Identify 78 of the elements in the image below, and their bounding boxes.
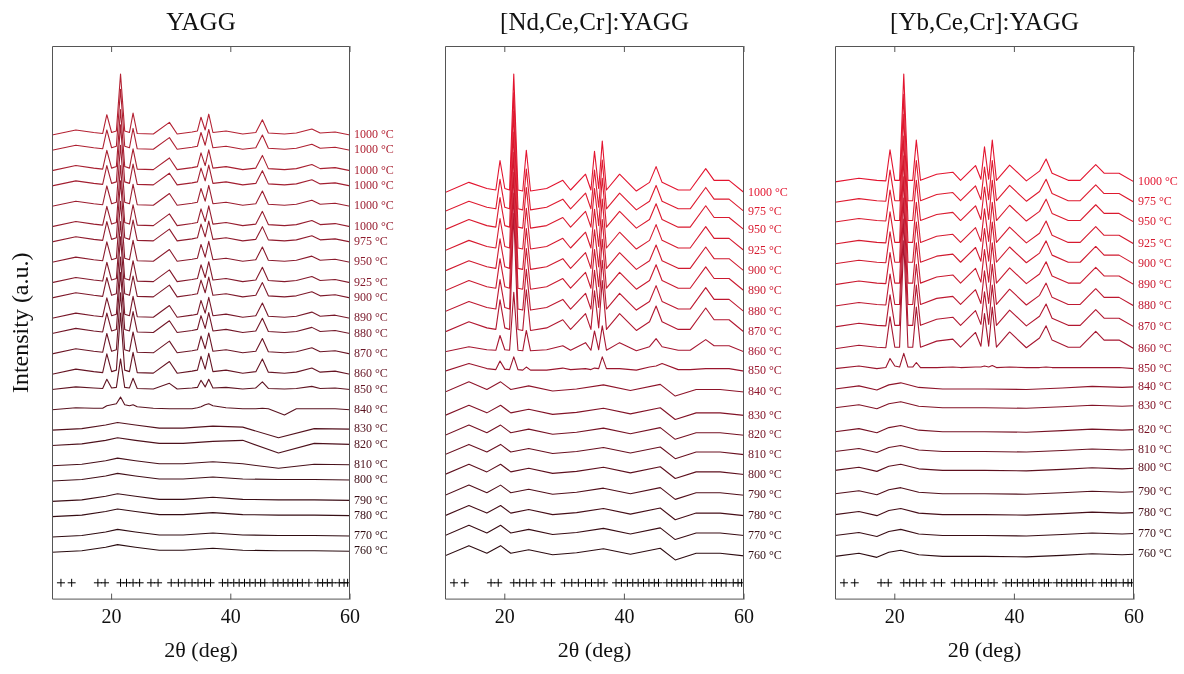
series-label: 975 °C <box>748 203 782 218</box>
series-label: 870 °C <box>748 324 782 339</box>
series-label: 790 °C <box>354 492 388 507</box>
series-label: 870 °C <box>354 345 388 360</box>
series-label: 780 °C <box>354 507 388 522</box>
series-label: 830 °C <box>1138 397 1172 412</box>
series-label: 850 °C <box>1138 360 1172 375</box>
series-label: 760 °C <box>354 543 388 558</box>
chart-title: [Yb,Ce,Cr]:YAGG <box>890 7 1079 35</box>
chart-title: [Nd,Ce,Cr]:YAGG <box>500 7 689 35</box>
series-label: 950 °C <box>354 254 388 269</box>
x-tick-label: 60 <box>734 604 754 627</box>
series-label: 850 °C <box>354 381 388 396</box>
series-label: 770 °C <box>1138 525 1172 540</box>
series-label: 790 °C <box>748 487 782 502</box>
series-label: 860 °C <box>354 366 388 381</box>
series-label: 760 °C <box>748 548 782 562</box>
x-tick-label: 40 <box>614 604 635 627</box>
x-tick-label: 20 <box>884 604 905 627</box>
series-label: 1000 °C <box>354 142 394 157</box>
series-label: 830 °C <box>354 421 388 436</box>
chart-title: YAGG <box>166 7 236 35</box>
series-label: 890 °C <box>1138 276 1172 291</box>
x-tick-label: 20 <box>494 604 515 627</box>
series-label: 900 °C <box>1138 255 1172 270</box>
series-label: 880 °C <box>354 325 388 340</box>
x-tick-label: 20 <box>101 604 122 627</box>
series-label: 880 °C <box>748 303 782 318</box>
series-label: 860 °C <box>1138 340 1172 355</box>
x-axis-title: 2θ (deg) <box>947 636 1022 662</box>
series-label: 950 °C <box>1138 214 1172 229</box>
series-label: 890 °C <box>354 310 388 325</box>
x-tick-label: 60 <box>1124 604 1144 627</box>
series-label: 800 °C <box>748 466 782 481</box>
series-label: 760 °C <box>1138 546 1172 561</box>
x-tick-label: 40 <box>220 604 241 627</box>
series-label: 770 °C <box>354 528 388 543</box>
series-label: 820 °C <box>354 436 388 451</box>
series-label: 800 °C <box>1138 460 1172 475</box>
series-label: 1000 °C <box>354 198 394 213</box>
series-label: 890 °C <box>748 282 782 297</box>
x-axis-title: 2θ (deg) <box>557 636 632 662</box>
series-label: 810 °C <box>354 456 388 471</box>
series-label: 975 °C <box>354 234 388 249</box>
series-label: 800 °C <box>354 472 388 487</box>
series-label: 830 °C <box>748 407 782 422</box>
series-label: 1000 °C <box>354 218 394 233</box>
series-label: 820 °C <box>748 427 782 442</box>
series-label: 790 °C <box>1138 483 1172 498</box>
series-label: 925 °C <box>1138 236 1172 251</box>
series-label: 950 °C <box>748 221 782 236</box>
series-label: 1000 °C <box>354 178 394 193</box>
series-label: 780 °C <box>1138 504 1172 519</box>
series-label: 810 °C <box>1138 441 1172 456</box>
series-label: 925 °C <box>748 242 782 257</box>
x-tick-label: 60 <box>340 604 360 627</box>
series-label: 840 °C <box>748 384 782 399</box>
series-label: 770 °C <box>748 527 782 542</box>
x-tick-label: 40 <box>1004 604 1025 627</box>
series-label: 1000 °C <box>354 162 394 177</box>
series-label: 780 °C <box>748 507 782 522</box>
series-label: 840 °C <box>1138 379 1172 394</box>
series-label: 840 °C <box>354 401 388 416</box>
series-label: 1000 °C <box>354 127 394 142</box>
series-label: 850 °C <box>748 363 782 378</box>
series-label: 860 °C <box>748 343 782 358</box>
series-label: 1000 °C <box>1138 174 1178 189</box>
x-axis-title: 2θ (deg) <box>164 636 238 662</box>
series-label: 900 °C <box>748 263 782 278</box>
series-label: 900 °C <box>354 290 388 305</box>
y-axis-title: Intensity (a.u.) <box>7 252 34 394</box>
series-label: 880 °C <box>1138 298 1172 313</box>
series-label: 975 °C <box>1138 194 1172 209</box>
series-label: 810 °C <box>748 446 782 461</box>
series-label: 820 °C <box>1138 421 1172 436</box>
series-label: 925 °C <box>354 274 388 289</box>
series-label: 1000 °C <box>748 184 788 199</box>
series-label: 870 °C <box>1138 319 1172 334</box>
